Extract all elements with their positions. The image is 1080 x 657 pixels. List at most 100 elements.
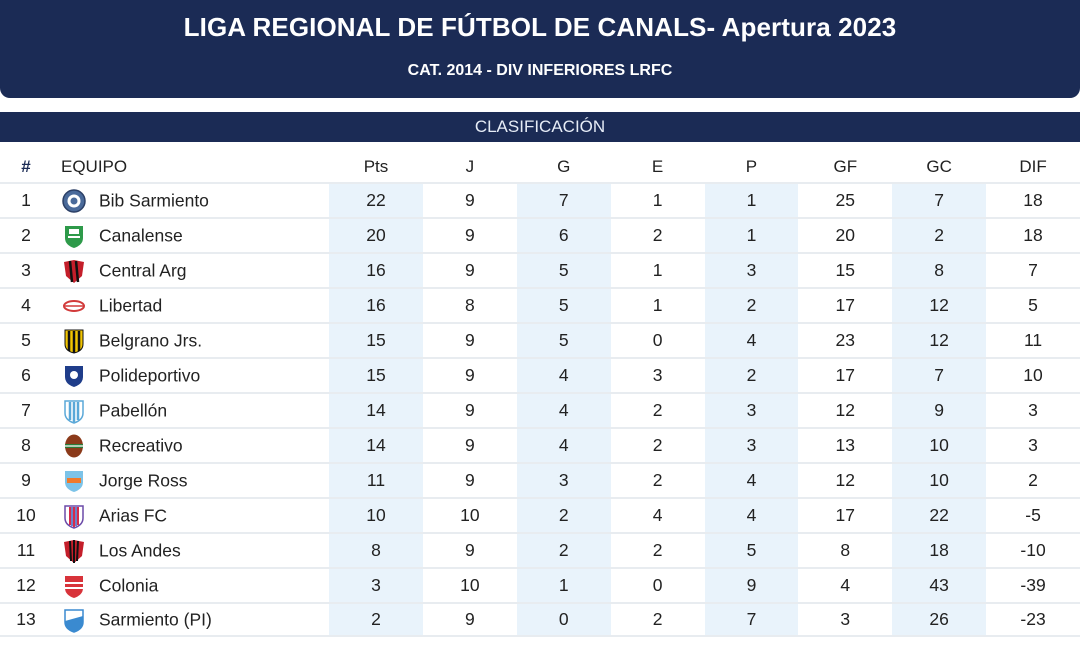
gf-cell: 20 [798, 217, 893, 252]
dif-cell: 7 [986, 252, 1080, 287]
table-row[interactable]: 7 Pabellón 14 9 4 2 3 12 9 3 [0, 392, 1080, 427]
team-name: Belgrano Jrs. [99, 330, 203, 350]
table-row[interactable]: 9 Jorge Ross 11 9 3 2 4 12 10 2 [0, 462, 1080, 497]
table-row[interactable]: 2 Canalense 20 9 6 2 1 20 2 18 [0, 217, 1080, 252]
pts-cell: 14 [329, 427, 423, 462]
libertad-crest-icon [61, 293, 87, 319]
table-row[interactable]: 3 Central Arg 16 9 5 1 3 15 8 7 [0, 252, 1080, 287]
pts-cell: 3 [329, 567, 423, 602]
e-cell: 1 [610, 252, 705, 287]
j-cell: 9 [422, 532, 517, 567]
p-cell: 1 [704, 182, 799, 217]
team-name: Jorge Ross [99, 470, 188, 490]
gf-cell: 8 [798, 532, 893, 567]
team-cell[interactable]: Los Andes [52, 532, 330, 567]
e-cell: 4 [610, 497, 705, 532]
gf-cell: 13 [798, 427, 893, 462]
gc-cell: 7 [892, 357, 987, 392]
table-row[interactable]: 13 Sarmiento (PI) 2 9 0 2 7 3 26 -23 [0, 602, 1080, 637]
col-header-pos[interactable]: # [21, 157, 31, 176]
team-name: Bib Sarmiento [99, 190, 209, 210]
dif-cell: 18 [986, 182, 1080, 217]
g-cell: 3 [516, 462, 611, 497]
p-cell: 3 [704, 252, 799, 287]
team-cell[interactable]: Bib Sarmiento [52, 182, 330, 217]
e-cell: 0 [610, 322, 705, 357]
g-cell: 4 [516, 427, 611, 462]
table-row[interactable]: 10 Arias FC 10 10 2 4 4 17 22 -5 [0, 497, 1080, 532]
team-cell[interactable]: Polideportivo [52, 357, 330, 392]
p-cell: 2 [704, 287, 799, 322]
table-row[interactable]: 1 Bib Sarmiento 22 9 7 1 1 25 7 18 [0, 182, 1080, 217]
gf-cell: 23 [798, 322, 893, 357]
category-subtitle: CAT. 2014 - DIV INFERIORES LRFC [407, 62, 673, 79]
team-cell[interactable]: Pabellón [52, 392, 330, 427]
col-header-e[interactable]: E [651, 157, 664, 176]
table-row[interactable]: 8 Recreativo 14 9 4 2 3 13 10 3 [0, 427, 1080, 462]
team-cell[interactable]: Colonia [52, 567, 330, 602]
team-name: Libertad [99, 295, 163, 315]
position-cell: 8 [0, 427, 52, 462]
team-cell[interactable]: Jorge Ross [52, 462, 330, 497]
pts-cell: 14 [329, 392, 423, 427]
p-cell: 4 [704, 462, 799, 497]
table-row[interactable]: 6 Polideportivo 15 9 4 3 2 17 7 10 [0, 357, 1080, 392]
team-cell[interactable]: Sarmiento (PI) [52, 602, 330, 637]
belgrano-jrs-crest-icon [61, 328, 87, 354]
j-cell: 9 [422, 322, 517, 357]
e-cell: 2 [610, 217, 705, 252]
table-row[interactable]: 5 Belgrano Jrs. 15 9 5 0 4 23 12 11 [0, 322, 1080, 357]
league-header: LIGA REGIONAL DE FÚTBOL DE CANALS- Apert… [0, 0, 1080, 98]
p-cell: 4 [704, 322, 799, 357]
table-row[interactable]: 4 Libertad 16 8 5 1 2 17 12 5 [0, 287, 1080, 322]
team-cell[interactable]: Arias FC [52, 497, 330, 532]
team-name: Colonia [99, 575, 159, 595]
pts-cell: 15 [329, 357, 423, 392]
team-cell[interactable]: Canalense [52, 217, 330, 252]
dif-cell: 10 [986, 357, 1080, 392]
g-cell: 5 [516, 287, 611, 322]
p-cell: 5 [704, 532, 799, 567]
recreativo-crest-icon [61, 433, 87, 459]
col-header-dif[interactable]: DIF [1019, 157, 1047, 176]
col-header-j[interactable]: J [465, 157, 475, 176]
canalense-crest-icon [61, 223, 87, 249]
gc-cell: 10 [892, 462, 987, 497]
section-title: CLASIFICACIÓN [474, 117, 606, 136]
gf-cell: 25 [798, 182, 893, 217]
pts-cell: 16 [329, 287, 423, 322]
team-cell[interactable]: Libertad [52, 287, 330, 322]
col-header-g[interactable]: G [557, 157, 571, 176]
e-cell: 2 [610, 392, 705, 427]
table-row[interactable]: 11 Los Andes 8 9 2 2 5 8 18 -10 [0, 532, 1080, 567]
team-cell[interactable]: Belgrano Jrs. [52, 322, 330, 357]
gf-cell: 3 [798, 602, 893, 637]
central-arg-crest-icon [61, 258, 87, 284]
dif-cell: -23 [986, 602, 1080, 637]
dif-cell: -5 [986, 497, 1080, 532]
team-cell[interactable]: Recreativo [52, 427, 330, 462]
table-row[interactable]: 12 Colonia 3 10 1 0 9 4 43 -39 [0, 567, 1080, 602]
jorge-ross-crest-icon [61, 468, 87, 494]
los-andes-crest-icon [61, 538, 87, 564]
team-name: Pabellón [99, 400, 168, 420]
dif-cell: 2 [986, 462, 1080, 497]
position-cell: 6 [0, 357, 52, 392]
col-header-gf[interactable]: GF [833, 157, 858, 176]
gf-cell: 12 [798, 462, 893, 497]
pts-cell: 22 [329, 182, 423, 217]
col-header-p[interactable]: P [745, 157, 758, 176]
dif-cell: 5 [986, 287, 1080, 322]
team-name: Arias FC [99, 505, 168, 525]
gc-cell: 22 [892, 497, 987, 532]
e-cell: 2 [610, 602, 705, 637]
team-name: Central Arg [99, 260, 187, 280]
j-cell: 9 [422, 392, 517, 427]
team-cell[interactable]: Central Arg [52, 252, 330, 287]
arias-fc-crest-icon [61, 503, 87, 529]
col-header-team[interactable]: EQUIPO [61, 157, 128, 176]
col-header-pts[interactable]: Pts [363, 157, 389, 176]
j-cell: 9 [422, 357, 517, 392]
col-header-gc[interactable]: GC [926, 157, 952, 176]
p-cell: 1 [704, 217, 799, 252]
